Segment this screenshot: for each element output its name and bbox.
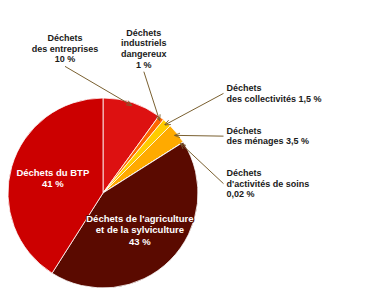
inside-label: Déchets du BTP41 % [16, 167, 90, 189]
labels: Déchetsdes entreprises10 % Déchetsindustr… [16, 28, 321, 247]
leader-line [165, 93, 223, 124]
slice [8, 98, 103, 273]
leader-line [144, 72, 160, 120]
pie [8, 98, 198, 288]
leader-lines [65, 66, 224, 183]
outside-label: Déchetsdes entreprises10 % [32, 33, 99, 64]
leader-line [175, 135, 224, 137]
outside-label: Déchetsindustrielsdangereux1 % [121, 28, 167, 70]
leader-line [181, 144, 224, 184]
outside-label: Déchetsdes collectivités 1,5 % [227, 83, 322, 104]
outside-label: Déchetsd'activités de soins0,02 % [227, 168, 310, 199]
chart: Déchetsdes entreprises10 % Déchetsindustr… [0, 0, 369, 294]
leader-line [65, 66, 131, 105]
outside-label: Déchetsdes ménages 3,5 % [227, 126, 310, 147]
inside-label: Déchets de l'agricultureet de la sylvicu… [86, 213, 193, 246]
